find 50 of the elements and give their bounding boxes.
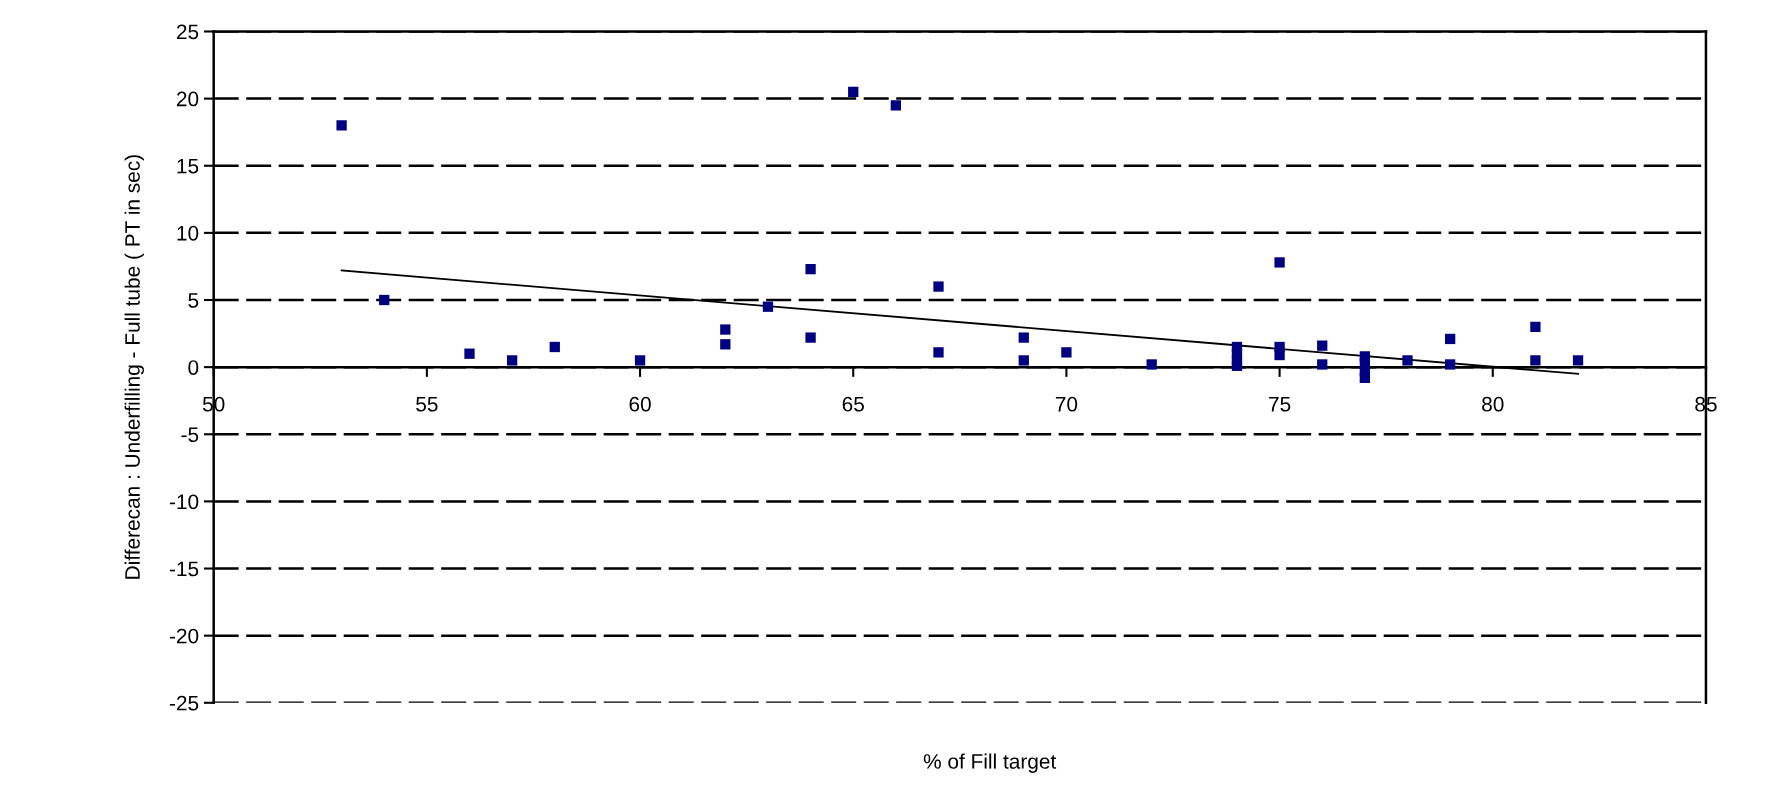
x-tick-label: 60 <box>629 396 651 412</box>
point <box>1444 359 1456 370</box>
point <box>1317 340 1328 351</box>
x-tick-label: 55 <box>416 397 438 412</box>
point <box>762 301 774 312</box>
point <box>848 86 859 98</box>
point <box>1061 347 1072 358</box>
point <box>506 355 518 366</box>
x-tick-label: 75 <box>1269 397 1291 412</box>
point <box>1018 332 1029 343</box>
point <box>1572 355 1584 366</box>
point <box>933 347 944 358</box>
x-axis-title: % of Fill target <box>923 753 1057 773</box>
point <box>1444 333 1456 345</box>
x-tick-label: 70 <box>1055 396 1078 412</box>
point <box>1274 257 1285 268</box>
point <box>1231 360 1243 371</box>
point <box>1146 359 1157 370</box>
y-tick-label: 15 <box>177 158 199 174</box>
point <box>549 341 560 353</box>
y-tick-label: -15 <box>169 561 199 577</box>
y-tick-label: 0 <box>188 360 199 375</box>
y-tick-label: -5 <box>181 427 199 443</box>
point <box>634 355 646 366</box>
point <box>1274 349 1285 361</box>
point <box>933 281 944 292</box>
point <box>336 120 347 131</box>
point <box>805 332 816 343</box>
y-tick-label: 5 <box>188 293 199 308</box>
point <box>890 100 902 111</box>
point <box>379 294 390 306</box>
point <box>1317 359 1328 370</box>
point <box>1018 355 1029 366</box>
y-tick-label: -25 <box>169 695 199 711</box>
point <box>720 324 731 335</box>
point <box>1402 355 1413 366</box>
point <box>1530 321 1541 333</box>
point <box>1530 355 1541 366</box>
y-tick-label: 10 <box>177 225 199 241</box>
point <box>805 263 816 275</box>
y-tick-label: 25 <box>176 24 199 40</box>
point <box>720 339 731 350</box>
x-tick-label: 65 <box>842 396 864 412</box>
y-tick-label: -20 <box>169 628 199 644</box>
y-axis-title: Differecan : Underfilling - Full tube ( PT in sec) <box>124 155 144 579</box>
x-tick-label: 80 <box>1482 396 1504 412</box>
y-tick-label: -10 <box>169 494 199 510</box>
point <box>1359 372 1371 384</box>
y-tick-label: 20 <box>176 91 199 107</box>
point <box>464 348 475 359</box>
